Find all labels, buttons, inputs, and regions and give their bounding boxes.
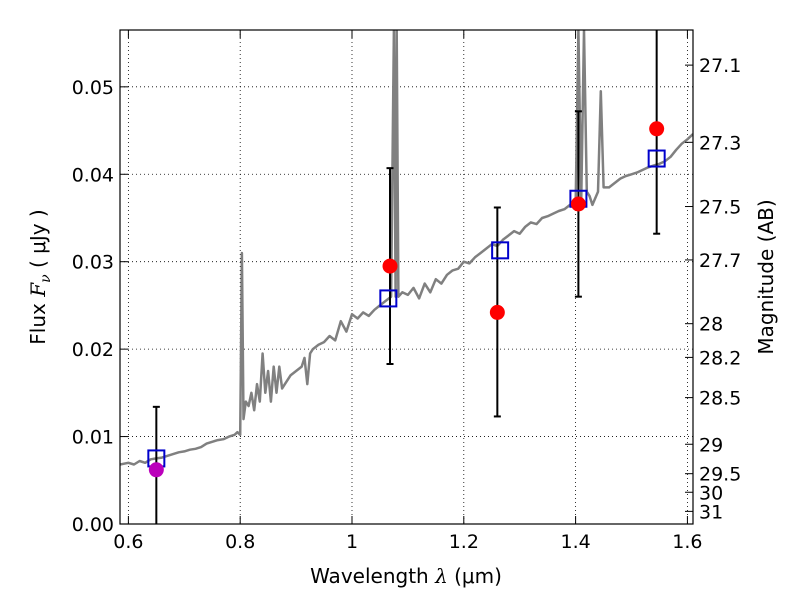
flux-point <box>148 462 164 478</box>
x-tick-label: 0.6 <box>113 531 143 553</box>
axes-frame <box>119 29 694 525</box>
x-tick-label: 1.4 <box>560 531 590 553</box>
y2-tick-label: 27.7 <box>699 250 741 272</box>
flux-point <box>649 121 665 137</box>
y-tick-label: 0.00 <box>72 514 114 536</box>
y2-tick-label: 30 <box>699 482 723 504</box>
x-tick-label: 1 <box>346 531 358 553</box>
y-tick-label: 0.02 <box>72 339 114 361</box>
y2-tick-label: 29 <box>699 434 723 456</box>
y-tick-label: 0.04 <box>72 164 114 186</box>
x-axis-label: Wavelength λ (μm) <box>310 564 502 588</box>
flux-point <box>382 258 398 274</box>
y2-tick-label: 28 <box>699 314 723 336</box>
y2-tick-label: 28.2 <box>699 347 741 369</box>
x-tick-label: 0.8 <box>225 531 255 553</box>
spectrum-line <box>120 30 693 466</box>
y-axis-label: Flux Fν ( μJy ) <box>26 209 54 344</box>
y2-tick-label: 31 <box>699 501 723 523</box>
axis-ticks: 0.6 0.8 1 1.2 1.4 1.6 0.00 0.01 0.02 0.03 0.04 0.05… <box>72 30 741 553</box>
y2-tick-label: 27.5 <box>699 197 741 219</box>
clipped-plot <box>120 30 693 524</box>
model-square-point <box>379 289 398 308</box>
y-tick-label: 0.05 <box>72 77 114 99</box>
flux-point <box>489 304 505 320</box>
plot-area <box>120 30 693 524</box>
x-tick-label: 1.6 <box>672 531 702 553</box>
y2-tick-label: 28.5 <box>699 388 741 410</box>
y2-tick-label: 27.1 <box>699 55 741 77</box>
y-tick-label: 0.03 <box>72 252 114 274</box>
model-square-point <box>647 149 666 168</box>
y2-tick-label: 27.3 <box>699 132 741 154</box>
flux-point <box>570 196 586 212</box>
y2-axis-label: Magnitude (AB) <box>754 199 778 354</box>
y2-tick-label: 29.5 <box>699 464 741 486</box>
y-tick-label: 0.01 <box>72 427 114 449</box>
model-square-point <box>491 241 510 260</box>
x-tick-label: 1.2 <box>449 531 479 553</box>
